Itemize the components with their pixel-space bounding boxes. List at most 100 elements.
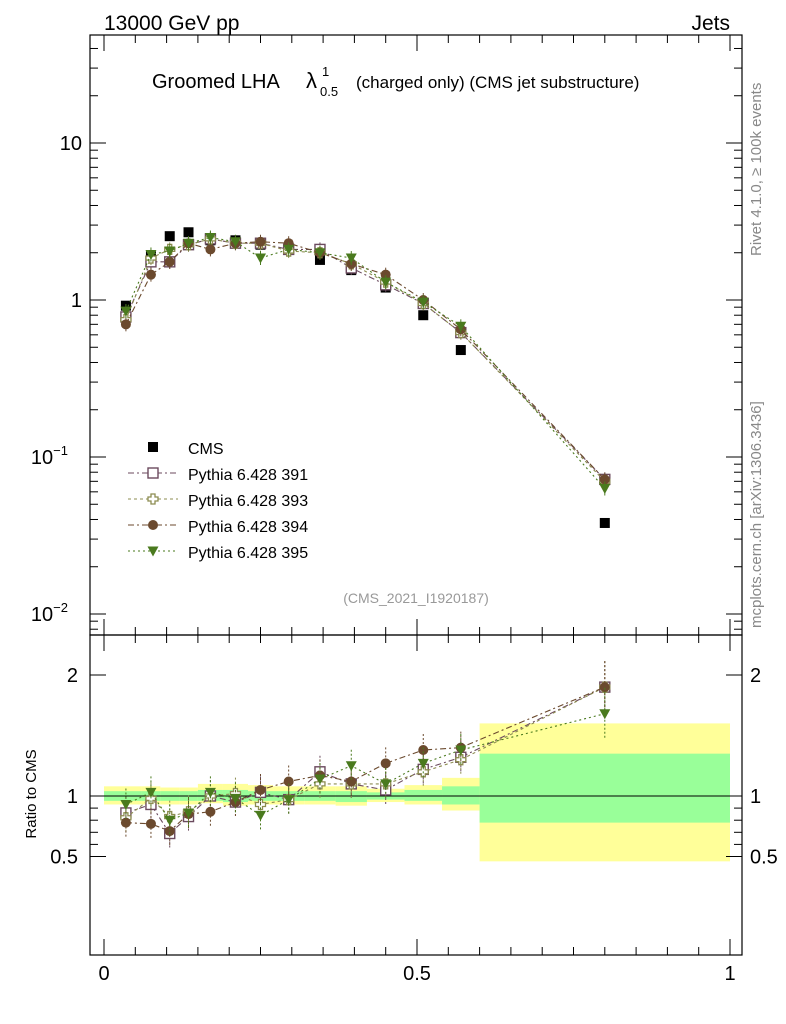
legend-label-cms: CMS: [188, 441, 224, 458]
point-ratio-3-12: [455, 745, 467, 756]
ytick-label-1: 1: [71, 290, 82, 312]
plot-title: Groomed LHA λ 1 0.5 (charged only) (CMS …: [152, 59, 639, 101]
point-ratio-2-6: [255, 784, 266, 795]
point-ratio-2-1: [145, 818, 156, 829]
point-ratio-3-7: [283, 795, 295, 806]
ratio-ytick-label-0.5: 0.5: [50, 847, 78, 869]
point-main-4-4: [204, 233, 216, 244]
point-main-0-3: [183, 227, 194, 238]
point-ratio-3-10: [380, 779, 392, 790]
ratio-line-2: [125, 686, 606, 832]
ratio-series: [120, 661, 611, 850]
point-ratio-3-2: [164, 815, 176, 826]
point-main-4-2: [164, 246, 176, 257]
series-line-1: [125, 238, 606, 480]
ratio-axes: 2 2 1 1 0.5 0.5 0 0.5 1: [50, 634, 778, 985]
series-line-3: [125, 241, 606, 480]
point-ratio-2-0: [120, 817, 131, 828]
point-ratio-3-13: [599, 709, 611, 720]
ratio-ytick-label-right-0.5: 0.5: [750, 847, 778, 869]
collision-label: 13000 GeV pp: [104, 12, 239, 35]
point-main-3-13: [599, 474, 610, 485]
point-ratio-2-10: [380, 758, 391, 769]
point-ratio-2-9: [346, 776, 357, 787]
point-main-4-6: [255, 253, 266, 264]
point-ratio-3-0: [120, 799, 132, 810]
point-main-4-0: [120, 306, 132, 317]
point-main-4-10: [380, 277, 392, 288]
point-main-4-5: [229, 237, 241, 248]
ratio-ytick-label-1: 1: [67, 786, 78, 808]
legend: CMS Pythia 6.428 391 Pythia 6.428 393 Py…: [128, 441, 308, 562]
point-main-0-2: [164, 231, 175, 242]
ytick-label-0.01: 10−2: [31, 600, 68, 626]
xtick-label-0: 0: [98, 963, 109, 985]
point-main-4-3: [183, 238, 195, 249]
mcplots-label: mcplots.cern.ch [arXiv:1306.3436]: [748, 401, 765, 628]
title-suffix: (charged only) (CMS jet substructure): [356, 73, 639, 92]
ytick-label-10: 10: [60, 133, 82, 155]
point-ratio-2-11: [418, 745, 429, 756]
point-main-0-11: [418, 310, 429, 321]
point-main-4-8: [314, 248, 326, 259]
legend-marker-1: [147, 467, 159, 479]
jets-label: Jets: [691, 12, 730, 35]
rivet-label: Rivet 4.1.0, ≥ 100k events: [748, 83, 765, 256]
legend-label-394: Pythia 6.428 394: [188, 519, 308, 536]
series-main-4: [120, 230, 611, 496]
band-green-13: [479, 753, 730, 823]
legend-marker-3: [148, 520, 158, 530]
point-ratio-2-7: [283, 776, 294, 787]
ratio-frame: [89, 634, 743, 956]
main-series: [120, 227, 611, 528]
point-main-0-12: [455, 345, 466, 356]
ratio-ytick-label-right-2: 2: [750, 665, 761, 687]
main-axes: 10 1 10−1 10−2: [31, 34, 743, 636]
xtick-label-1: 1: [724, 963, 735, 985]
point-ratio-3-3: [183, 808, 195, 819]
point-ratio-3-11: [417, 758, 429, 769]
legend-label-395: Pythia 6.428 395: [188, 545, 308, 562]
point-main-4-13: [599, 484, 611, 495]
point-ratio-3-4: [204, 787, 216, 798]
point-main-4-9: [345, 253, 357, 264]
point-ratio-3-6: [255, 810, 266, 821]
point-main-4-12: [455, 321, 467, 332]
point-main-0-13: [599, 517, 610, 528]
point-main-4-11: [417, 297, 429, 308]
ratio-y-label: Ratio to CMS: [23, 749, 40, 838]
title-sup: 1: [322, 64, 329, 79]
point-main-3-10: [380, 269, 391, 280]
point-main-0-8: [314, 254, 325, 265]
point-ratio-3-5: [229, 793, 241, 804]
legend-label-391: Pythia 6.428 391: [188, 467, 308, 484]
ratio-line-3: [125, 713, 605, 821]
band-green-11: [404, 789, 443, 801]
legend-marker-0: [148, 442, 158, 452]
title-lambda: λ: [306, 68, 317, 93]
series-ratio-3: [120, 687, 611, 837]
analysis-id: (CMS_2021_I1920187): [343, 590, 489, 606]
point-main-4-7: [283, 244, 295, 255]
point-main-3-1: [145, 269, 156, 280]
ratio-uncertainty-bands: [104, 723, 730, 862]
point-ratio-3-9: [345, 761, 357, 772]
point-ratio-1-1: [145, 792, 157, 805]
title-prefix: Groomed LHA: [152, 71, 280, 93]
legend-label-393: Pythia 6.428 393: [188, 493, 308, 510]
ratio-ytick-label-2: 2: [67, 665, 78, 687]
ratio-ytick-label-right-1: 1: [750, 786, 761, 808]
point-main-3-6: [255, 236, 266, 247]
point-ratio-2-13: [599, 682, 610, 693]
point-main-3-0: [120, 319, 131, 330]
band-green-12: [442, 786, 480, 805]
legend-marker-4: [147, 546, 159, 557]
point-ratio-3-8: [314, 774, 326, 785]
ytick-label-0.1: 10−1: [31, 443, 68, 469]
point-main-4-1: [145, 249, 157, 260]
title-sub: 0.5: [320, 84, 338, 99]
point-main-3-2: [164, 256, 175, 267]
point-ratio-3-1: [145, 787, 157, 798]
point-ratio-2-4: [205, 806, 216, 817]
